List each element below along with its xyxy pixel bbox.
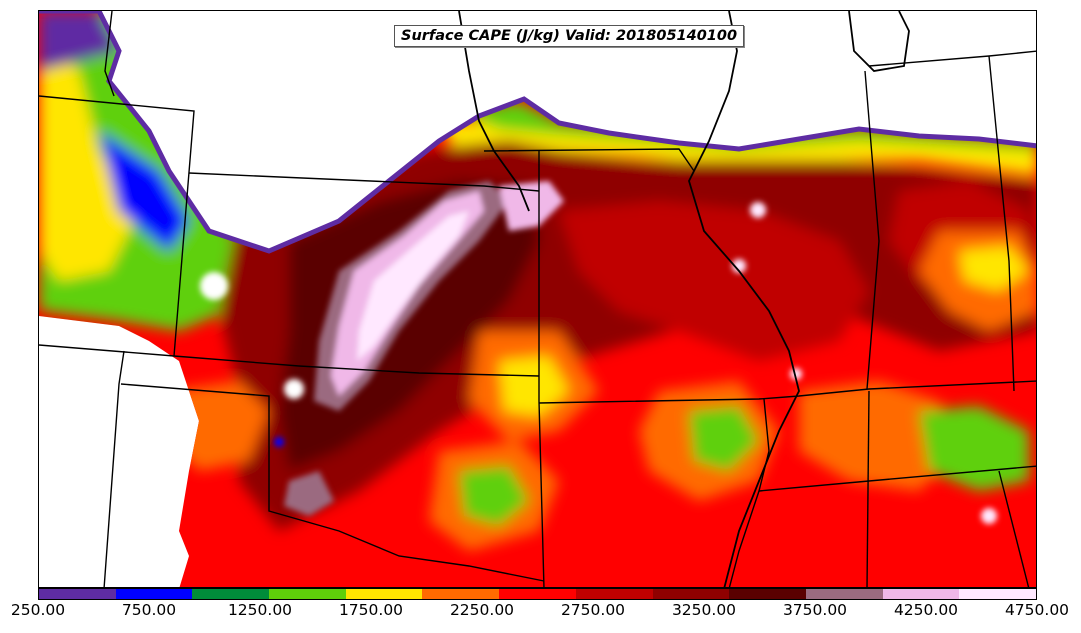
colorbar-swatch <box>192 589 270 599</box>
colorbar-swatch <box>39 589 116 599</box>
colorbar-tick-label: 2250.00 <box>449 601 515 619</box>
map-frame: Surface CAPE (J/kg) Valid: 201805140100 <box>38 10 1037 588</box>
colorbar-swatch <box>499 589 576 599</box>
colorbar-tick-label: 3250.00 <box>671 601 737 619</box>
colorbar-swatch <box>959 589 1036 599</box>
colorbar <box>38 588 1037 600</box>
cape-shaded-field <box>39 11 1036 587</box>
colorbar-swatch <box>805 589 883 599</box>
colorbar-swatch <box>269 589 346 599</box>
colorbar-swatch <box>652 589 730 599</box>
colorbar-tick-label: 2750.00 <box>560 601 626 619</box>
colorbar-tick-label: 750.00 <box>121 601 177 619</box>
colorbar-swatch <box>345 589 423 599</box>
colorbar-swatch <box>422 589 500 599</box>
colorbar-tick-label: 4250.00 <box>893 601 959 619</box>
colorbar-tick-label: 1250.00 <box>227 601 293 619</box>
state-boundaries <box>39 11 1036 587</box>
map-title: Surface CAPE (J/kg) Valid: 201805140100 <box>394 25 745 47</box>
colorbar-swatch <box>882 589 960 599</box>
colorbar-tick-labels: 250.00 750.00 1250.00 1750.00 2250.00 2750.00… <box>0 600 1081 630</box>
cape-outer-contour <box>39 11 1036 254</box>
colorbar-swatch <box>575 589 653 599</box>
colorbar-swatch <box>115 589 193 599</box>
colorbar-swatch <box>729 589 806 599</box>
colorbar-tick-label: 3750.00 <box>782 601 848 619</box>
colorbar-tick-label: 4750.00 <box>1004 601 1070 619</box>
river-lines <box>458 11 910 587</box>
colorbar-tick-label: 1750.00 <box>338 601 404 619</box>
colorbar-tick-label: 250.00 <box>10 601 66 619</box>
cape-map <box>39 11 1036 587</box>
